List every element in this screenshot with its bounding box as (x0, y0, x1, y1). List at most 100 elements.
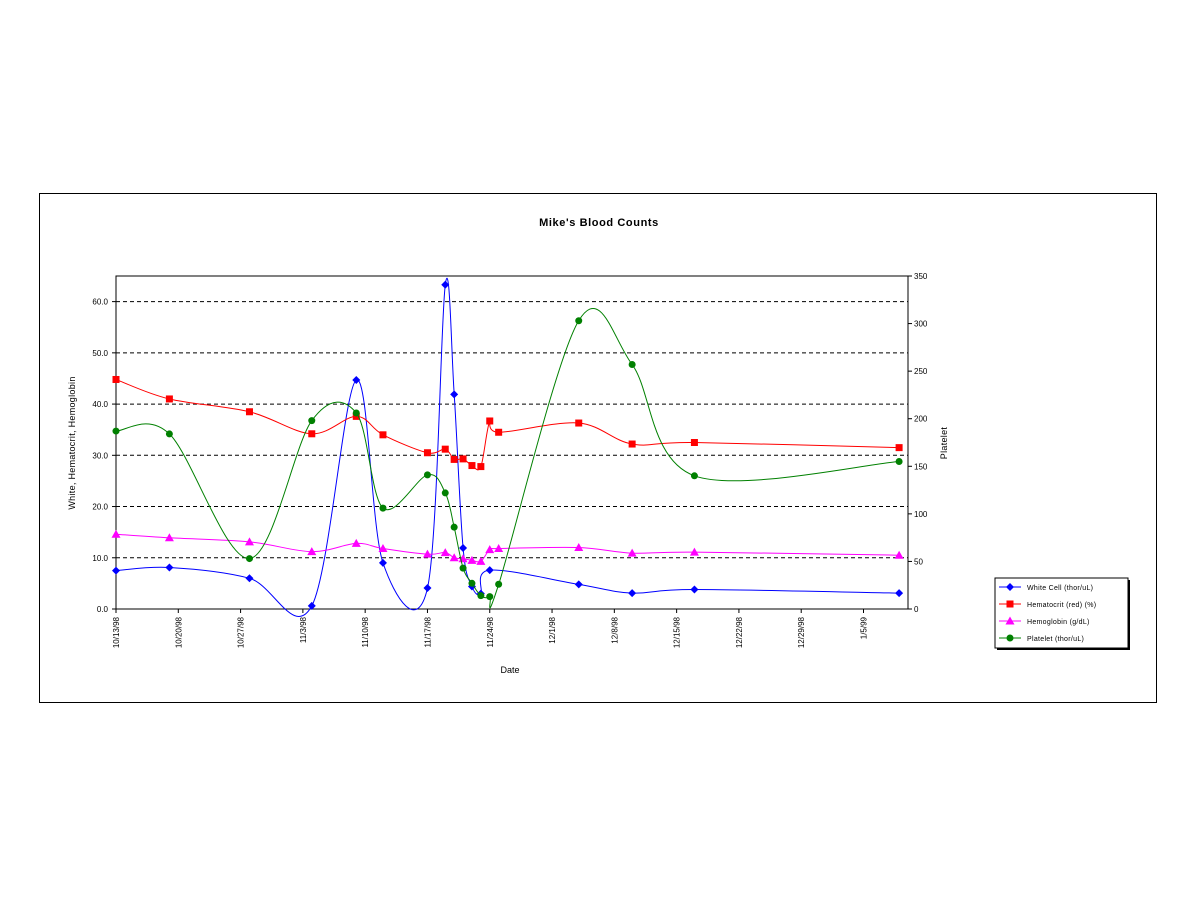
data-point (468, 462, 476, 470)
data-point (575, 317, 583, 325)
series-3 (112, 307, 903, 609)
x-axis-ticks: 10/13/98 10/20/98 10/27/98 11/3/98 11/10/98 1… (112, 609, 869, 648)
data-point (486, 417, 494, 425)
legend-label: Hematocrit (red) (%) (1027, 602, 1096, 609)
data-point (245, 574, 254, 583)
data-point (308, 417, 316, 425)
legend-marker (1006, 583, 1014, 591)
legend-label: Hemoglobin (g/dL) (1027, 619, 1090, 626)
y2-tick-label: 350 (914, 272, 928, 281)
y2-tick-label: 250 (914, 367, 928, 376)
data-point (895, 444, 903, 452)
data-point (459, 544, 468, 553)
legend-marker (1005, 616, 1015, 625)
data-point (459, 564, 467, 572)
x-tick-label: 10/20/98 (174, 616, 183, 648)
data-point (895, 458, 903, 466)
data-point (459, 455, 467, 463)
legend-marker (1006, 600, 1014, 608)
data-point (245, 408, 253, 416)
data-point (165, 563, 174, 572)
series-line (115, 379, 900, 471)
x-tick-label: 10/27/98 (237, 616, 246, 648)
data-point (441, 445, 449, 453)
y2-tick-label: 0 (914, 605, 919, 614)
data-point (690, 472, 698, 480)
data-point (423, 583, 432, 592)
x-tick-label: 11/24/98 (486, 616, 495, 647)
y-tick-label: 20.0 (92, 503, 108, 512)
data-point (379, 504, 387, 512)
data-point (112, 427, 120, 435)
y2-tick-label: 100 (914, 510, 928, 519)
data-point (468, 579, 476, 587)
x-tick-label: 12/8/98 (610, 616, 619, 643)
y-tick-label: 50.0 (92, 349, 108, 358)
data-point (467, 555, 477, 564)
data-point (690, 585, 699, 594)
data-point (165, 430, 173, 438)
data-point (307, 601, 316, 610)
data-point (628, 589, 637, 598)
x-tick-label: 11/17/98 (423, 616, 432, 647)
series-layer (111, 277, 904, 617)
data-point (574, 543, 584, 552)
y-tick-label: 10.0 (92, 554, 108, 563)
data-point (378, 558, 387, 567)
data-point (450, 523, 458, 531)
data-point (450, 455, 458, 463)
data-point (308, 430, 316, 438)
x-tick-label: 11/3/98 (299, 616, 308, 643)
data-point (485, 566, 494, 575)
data-point (165, 395, 173, 403)
x-tick-label: 12/22/98 (735, 616, 744, 648)
y-axis-label: White, Hematocrit, Hemoglobin (67, 376, 77, 509)
data-point (244, 537, 254, 546)
x-tick-label: 12/15/98 (673, 616, 682, 648)
y-tick-label: 40.0 (92, 400, 108, 409)
data-point (690, 439, 698, 446)
legend-box (994, 577, 1129, 649)
data-point (423, 471, 431, 479)
data-point (379, 431, 387, 439)
gridlines (116, 301, 908, 559)
data-point (245, 555, 253, 563)
chart-title: Mike's Blood Counts (539, 217, 659, 229)
data-point (495, 428, 503, 436)
y-tick-label: 0.0 (97, 605, 109, 614)
data-point (476, 556, 486, 565)
right-axis-ticks: 0 50 100 150 200 250 300 350 (908, 272, 928, 614)
series-line (115, 307, 900, 609)
data-point (449, 553, 459, 562)
series-1 (112, 375, 903, 471)
y2-tick-label: 300 (914, 320, 928, 329)
data-point (307, 547, 317, 556)
data-point (352, 409, 360, 417)
data-point (422, 549, 432, 558)
data-point (450, 390, 459, 399)
y2-tick-label: 50 (914, 557, 923, 566)
series-0 (112, 277, 904, 617)
data-point (441, 489, 449, 497)
series-2 (111, 529, 904, 565)
data-point (378, 544, 388, 553)
data-point (627, 548, 637, 557)
data-point (494, 544, 504, 553)
y-tick-label: 30.0 (92, 451, 108, 460)
legend-marker (1006, 634, 1014, 642)
data-point (574, 580, 583, 589)
x-tick-label: 11/10/98 (361, 616, 370, 647)
data-point (575, 419, 583, 427)
plot-area (115, 275, 909, 610)
data-point (895, 589, 904, 598)
data-point (440, 548, 450, 557)
data-point (477, 463, 485, 471)
y2-tick-label: 150 (914, 462, 928, 471)
x-tick-label: 12/1/98 (548, 616, 557, 643)
data-point (164, 533, 174, 542)
x-axis-label: Date (500, 665, 519, 675)
data-point (495, 580, 503, 588)
legend-label: Platelet (thor/uL) (1027, 636, 1084, 643)
data-point (477, 592, 485, 600)
data-point (352, 375, 361, 384)
